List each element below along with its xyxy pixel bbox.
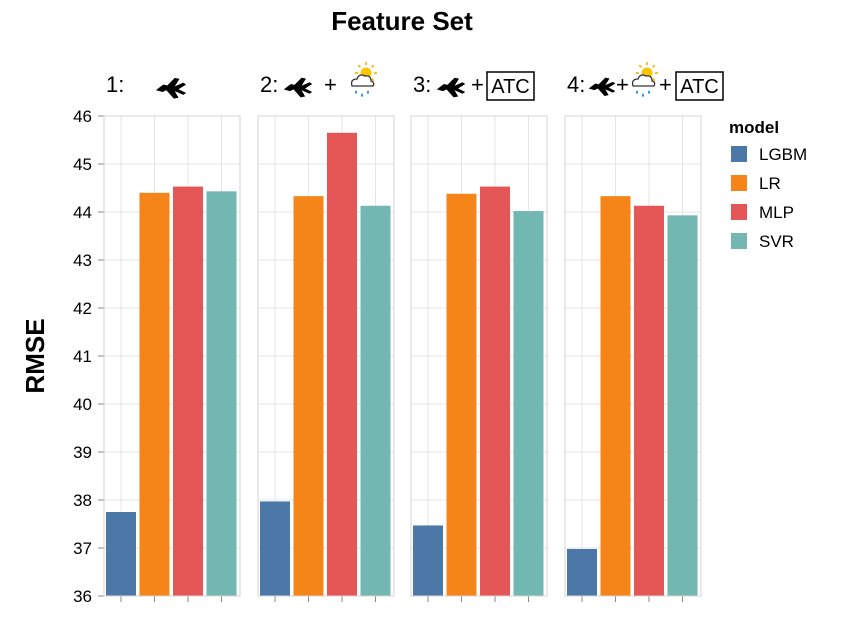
atc-box: ATC xyxy=(486,71,535,101)
y-tick-label: 39 xyxy=(73,443,92,462)
facet-panel: 2: + xyxy=(257,62,395,602)
y-tick-label: 45 xyxy=(73,155,92,174)
y-tick-label: 37 xyxy=(73,539,92,558)
bar-mlp xyxy=(480,186,510,596)
plus-sign: + xyxy=(659,72,672,97)
legend-label-svr: SVR xyxy=(759,232,794,251)
y-axis-label: RMSE xyxy=(20,318,50,393)
panel-frame xyxy=(564,115,702,597)
rain-drop xyxy=(642,93,644,97)
legend-label-lr: LR xyxy=(759,174,781,193)
airplane-icon xyxy=(283,77,313,98)
y-tick-label: 40 xyxy=(73,395,92,414)
airplane-icon xyxy=(588,77,616,96)
rain-drop xyxy=(355,90,357,94)
bar-lgbm xyxy=(106,512,136,596)
weather-icon xyxy=(350,62,377,97)
plus-sign: + xyxy=(324,72,337,97)
sun-ray xyxy=(638,64,642,68)
rain-drop xyxy=(361,93,363,97)
legend-label-mlp: MLP xyxy=(759,203,794,222)
weather-icon xyxy=(631,62,658,97)
y-tick-label: 41 xyxy=(73,347,92,366)
atc-frame xyxy=(675,71,724,101)
panel-frame xyxy=(257,115,395,597)
facet-label: 4: xyxy=(567,72,585,97)
sun-ray xyxy=(371,64,375,68)
sun-ray xyxy=(371,78,375,82)
cloud xyxy=(350,74,375,87)
facet-panel: 4: + + ATC xyxy=(564,62,724,602)
panel-frame xyxy=(410,115,548,597)
bar-svr xyxy=(513,211,544,597)
airplane-icon xyxy=(436,77,466,98)
y-tick-label: 46 xyxy=(73,107,92,126)
y-tick-label: 38 xyxy=(73,491,92,510)
bar-lgbm xyxy=(567,548,597,596)
bar-lgbm xyxy=(413,525,443,596)
chart-title: Feature Set xyxy=(331,6,473,36)
y-tick-label: 36 xyxy=(73,587,92,606)
facet-panel: 1: xyxy=(103,72,241,602)
y-tick-label: 44 xyxy=(73,203,92,222)
bar-mlp xyxy=(327,132,357,597)
bar-lr xyxy=(139,192,170,597)
legend-swatch-lgbm xyxy=(731,146,747,162)
sun-ray xyxy=(652,64,656,68)
y-axis: 36 37 38 39 40 41 42 43 44 45 46 xyxy=(73,107,105,606)
facet-panel: 3: + ATC xyxy=(410,71,548,602)
legend-swatch-svr xyxy=(731,233,747,249)
legend: model LGBM LR MLP SVR xyxy=(729,118,807,251)
bar-mlp xyxy=(634,205,664,596)
atc-frame xyxy=(486,71,535,101)
sun-ray xyxy=(357,64,361,68)
rain-drop xyxy=(648,90,650,94)
plus-sign: + xyxy=(616,72,629,97)
cloud xyxy=(631,74,656,87)
facet-label: 3: xyxy=(413,72,431,97)
bar-lr xyxy=(446,193,477,596)
bar-svr xyxy=(667,215,698,597)
airplane-icon xyxy=(155,77,187,99)
facet-label: 1: xyxy=(106,72,124,97)
atc-box: ATC xyxy=(675,71,724,101)
legend-title: model xyxy=(729,118,779,137)
legend-label-lgbm: LGBM xyxy=(759,145,807,164)
y-tick-label: 43 xyxy=(73,251,92,270)
bar-mlp xyxy=(173,186,203,596)
bar-svr xyxy=(360,205,391,596)
atc-label: ATC xyxy=(680,76,719,98)
atc-label: ATC xyxy=(491,76,530,98)
bar-lgbm xyxy=(260,501,290,596)
facet-label: 2: xyxy=(260,72,278,97)
panel-frame xyxy=(103,115,241,597)
rain-drop xyxy=(636,90,638,94)
bar-lr xyxy=(293,196,324,596)
rain-drop xyxy=(367,90,369,94)
plus-sign: + xyxy=(471,72,484,97)
y-tick-label: 42 xyxy=(73,299,92,318)
bar-lr xyxy=(600,196,631,596)
legend-swatch-lr xyxy=(731,175,747,191)
legend-swatch-mlp xyxy=(731,204,747,220)
sun-ray xyxy=(652,78,656,82)
facet-panels: 1: 2: +3: + ATC 4: + + ATC xyxy=(103,62,724,602)
bar-svr xyxy=(206,191,237,597)
